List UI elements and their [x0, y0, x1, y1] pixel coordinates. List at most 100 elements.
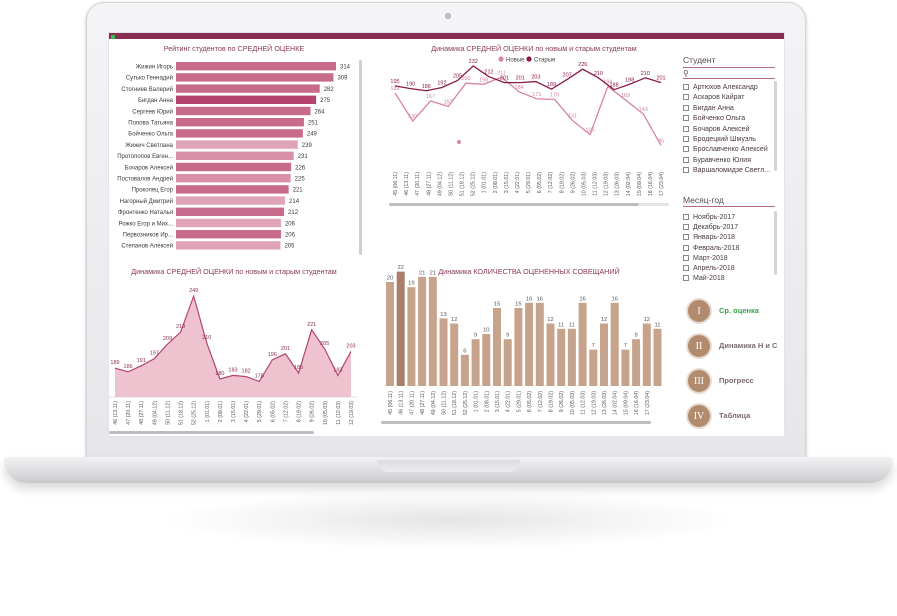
nav-button-1[interactable]: I Ср. оценка	[686, 298, 782, 324]
checkbox-icon[interactable]	[683, 146, 689, 153]
checkbox-icon[interactable]	[683, 136, 689, 142]
count-bar[interactable]	[396, 271, 405, 386]
area-scrollbar[interactable]	[109, 431, 314, 434]
rating-bar[interactable]	[176, 84, 320, 93]
checkbox-icon[interactable]	[683, 234, 689, 241]
count-bar[interactable]	[407, 287, 416, 386]
rating-bar[interactable]	[176, 151, 294, 160]
student-option[interactable]: Аскаров Кайрат	[683, 93, 744, 102]
rating-bar[interactable]	[176, 73, 334, 82]
checkbox-icon[interactable]	[683, 104, 689, 111]
checkbox-icon[interactable]	[683, 224, 689, 231]
rating-bar[interactable]	[176, 129, 303, 138]
checkbox-icon[interactable]	[683, 156, 689, 163]
student-option[interactable]: Бигдан Анна	[683, 104, 734, 113]
count-bar[interactable]	[482, 334, 491, 386]
rating-bar[interactable]	[176, 118, 304, 127]
nav-button-3[interactable]: III Прогресс	[686, 368, 782, 394]
student-scrollbar[interactable]	[774, 81, 777, 171]
nav-numeral-circle[interactable]: II	[686, 333, 712, 359]
nav-numeral-circle[interactable]: III	[686, 368, 712, 394]
count-bar[interactable]	[653, 328, 662, 386]
line-chart-scrollbar[interactable]	[389, 203, 639, 206]
rating-bar[interactable]	[176, 174, 291, 183]
checkbox-icon[interactable]	[683, 265, 689, 271]
count-bar[interactable]	[610, 302, 619, 386]
checkbox-icon[interactable]	[683, 275, 689, 282]
count-bar[interactable]	[567, 328, 576, 386]
count-bar[interactable]	[514, 308, 523, 386]
new-series-line[interactable]	[394, 76, 662, 146]
count-bar[interactable]	[621, 349, 630, 386]
count-bar[interactable]	[525, 302, 534, 386]
count-bar[interactable]	[471, 339, 480, 386]
rating-bar[interactable]	[176, 140, 298, 149]
nav-button-4[interactable]: IV Таблица	[686, 403, 782, 429]
checkbox-icon[interactable]	[683, 94, 689, 101]
week-tick-label: 5 (29.01)	[526, 172, 532, 193]
checkbox-icon[interactable]	[683, 125, 689, 132]
count-bar[interactable]	[418, 276, 427, 386]
month-option[interactable]: Февраль-2018	[683, 244, 739, 253]
search-icon[interactable]: ⚲	[683, 69, 689, 78]
student-option[interactable]: Артюхов Александр	[683, 83, 758, 92]
student-option[interactable]: Брославченко Алексей	[683, 145, 768, 154]
count-bar[interactable]	[535, 302, 544, 386]
month-option[interactable]: Май-2018	[683, 274, 725, 283]
rating-bar[interactable]	[176, 162, 292, 172]
count-bar[interactable]	[386, 282, 394, 386]
count-bar[interactable]	[450, 323, 459, 386]
count-bar[interactable]	[503, 339, 512, 386]
count-bar[interactable]	[632, 339, 641, 386]
checkbox-icon[interactable]	[683, 84, 689, 90]
checkbox-icon[interactable]	[683, 167, 689, 174]
count-bar[interactable]	[439, 318, 448, 386]
month-option[interactable]: Январь-2018	[683, 233, 735, 242]
checkbox-icon[interactable]	[683, 254, 689, 261]
rating-scrollbar[interactable]	[359, 60, 362, 255]
month-option[interactable]: Апрель-2018	[683, 264, 735, 273]
count-bar[interactable]	[493, 308, 501, 386]
month-option[interactable]: Март-2018	[683, 254, 728, 263]
rating-bar[interactable]	[176, 95, 317, 104]
count-bar[interactable]	[557, 328, 566, 386]
rating-bar[interactable]	[176, 106, 311, 116]
count-bar[interactable]	[428, 276, 437, 386]
month-option[interactable]: Ноябрь-2017	[683, 213, 735, 222]
rating-bar[interactable]	[176, 62, 336, 71]
rating-bar[interactable]	[176, 207, 285, 216]
nav-numeral-circle[interactable]: I	[686, 298, 712, 324]
nav-button-2[interactable]: II Динамика Н и С	[686, 333, 782, 359]
count-bar[interactable]	[578, 302, 587, 386]
checkbox-icon[interactable]	[683, 115, 689, 122]
student-option[interactable]: Бойченко Ольга	[683, 114, 745, 123]
old-series-value-label: 207	[563, 72, 572, 78]
month-option[interactable]: Декабрь-2017	[683, 223, 738, 232]
student-option-label: Бойченко Ольга	[693, 115, 746, 123]
checkbox-icon[interactable]	[683, 244, 689, 251]
area-value-label: 189	[110, 360, 119, 366]
month-option-label: Апрель-2018	[693, 265, 735, 272]
count-value-label: 16	[579, 296, 585, 302]
count-bar[interactable]	[546, 323, 555, 386]
count-bar[interactable]	[460, 354, 469, 386]
rating-bar[interactable]	[176, 241, 281, 250]
count-bar[interactable]	[589, 349, 598, 386]
rating-bar[interactable]	[176, 196, 286, 205]
student-option[interactable]: Бочаров Алексей	[683, 125, 749, 134]
area-line[interactable]	[114, 294, 352, 383]
month-scrollbar[interactable]	[774, 211, 777, 275]
rating-value-label: 206	[285, 233, 296, 239]
nav-numeral-circle[interactable]: IV	[686, 403, 712, 429]
checkbox-icon[interactable]	[683, 214, 689, 220]
student-option[interactable]: Бродецкий Шмуэль	[683, 135, 756, 144]
count-bar[interactable]	[642, 323, 651, 386]
rating-bar[interactable]	[176, 218, 281, 228]
old-series-line[interactable]	[394, 65, 662, 92]
rating-bar[interactable]	[176, 230, 281, 239]
student-option[interactable]: Буравченко Юлия	[683, 156, 751, 165]
student-option[interactable]: Варшаломидзе Светл...	[683, 166, 770, 175]
count-bar[interactable]	[600, 323, 608, 386]
rating-bar[interactable]	[176, 185, 289, 194]
count-scrollbar[interactable]	[381, 421, 651, 424]
